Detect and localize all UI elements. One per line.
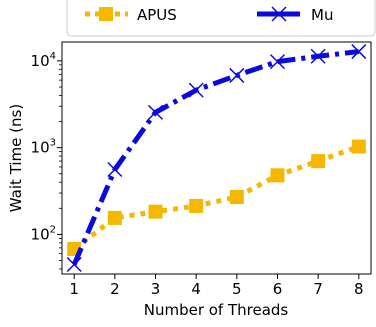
data-point-mu-4 bbox=[188, 82, 204, 98]
x-tick-label-6: 6 bbox=[273, 280, 283, 298]
legend-entry-mu: Mu bbox=[257, 6, 333, 24]
legend-apus-marker bbox=[99, 7, 113, 21]
data-point-mu-3 bbox=[147, 104, 164, 120]
x-tick-label-8: 8 bbox=[354, 280, 364, 298]
x-tick-label-2: 2 bbox=[110, 280, 120, 298]
y-tick-label-1000: 103 bbox=[31, 138, 56, 157]
legend-apus-label: APUS bbox=[137, 6, 177, 24]
legend-entry-apus: APUS bbox=[85, 6, 177, 24]
data-point-apus-4 bbox=[189, 198, 204, 213]
x-tick-label-3: 3 bbox=[151, 280, 161, 298]
x-axis: 1 2 3 4 5 6 7 8 bbox=[69, 274, 364, 298]
data-point-apus-3 bbox=[148, 204, 163, 219]
legend-mu-marker bbox=[271, 6, 287, 22]
x-tick-label-5: 5 bbox=[232, 280, 242, 298]
x-tick-label-7: 7 bbox=[313, 280, 323, 298]
data-point-mu-2 bbox=[107, 161, 123, 178]
legend: APUS Mu bbox=[66, 0, 376, 37]
y-tick-label-100: 102 bbox=[31, 224, 56, 243]
data-point-mu-7 bbox=[310, 48, 326, 64]
series-layer bbox=[66, 44, 367, 273]
x-tick-label-4: 4 bbox=[191, 280, 201, 298]
y-axis-label: Wait Time (ns) bbox=[7, 104, 25, 212]
x-tick-label-1: 1 bbox=[69, 280, 79, 298]
data-point-mu-8 bbox=[351, 44, 367, 60]
data-point-apus-8 bbox=[351, 139, 366, 154]
series-line-mu bbox=[71, 49, 360, 266]
data-point-apus-6 bbox=[270, 168, 285, 183]
y-tick-label-10000: 104 bbox=[31, 51, 56, 70]
data-point-apus-2 bbox=[107, 210, 122, 225]
y-axis: 102 103 104 bbox=[31, 51, 62, 270]
x-axis-label: Number of Threads bbox=[144, 301, 289, 319]
data-point-mu-1 bbox=[66, 256, 82, 273]
data-point-mu-5 bbox=[229, 67, 245, 83]
data-point-apus-7 bbox=[311, 154, 326, 169]
legend-frame bbox=[66, 0, 376, 37]
data-point-apus-5 bbox=[229, 190, 244, 205]
plot-frame bbox=[61, 41, 372, 275]
data-point-mu-6 bbox=[269, 54, 286, 70]
legend-mu-label: Mu bbox=[311, 6, 333, 24]
